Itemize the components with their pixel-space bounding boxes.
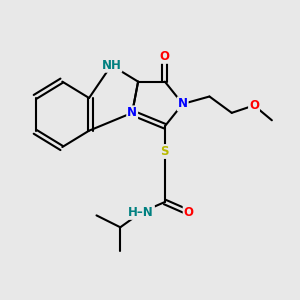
Text: O: O bbox=[249, 99, 259, 112]
Text: O: O bbox=[160, 50, 170, 63]
Text: S: S bbox=[160, 145, 169, 158]
Text: O: O bbox=[184, 206, 194, 219]
Text: NH: NH bbox=[101, 59, 121, 72]
Text: H–N: H–N bbox=[128, 206, 154, 219]
Text: N: N bbox=[127, 106, 137, 119]
Text: N: N bbox=[178, 98, 188, 110]
